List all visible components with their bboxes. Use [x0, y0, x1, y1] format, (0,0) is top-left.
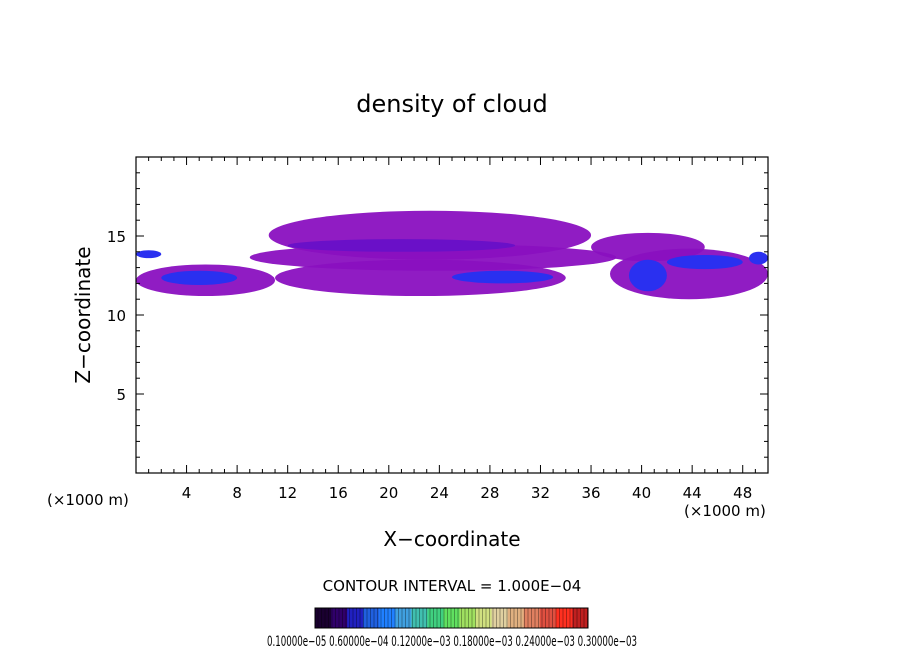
cloud-region-8	[452, 270, 554, 284]
x-tick-label: 8	[232, 484, 242, 502]
colorbar-swatch	[555, 608, 573, 628]
cloud-region-7	[161, 270, 238, 285]
x-tick-label: 44	[683, 484, 702, 502]
colorbar-swatch	[539, 608, 557, 628]
colorbar-frame	[314, 607, 589, 629]
x-tick-label: 36	[581, 484, 600, 502]
heatmap-layer	[136, 210, 769, 300]
colorbar-swatch	[475, 608, 493, 628]
cloud-region-9	[136, 250, 162, 259]
colorbar-labels: 0.10000e−05 0.60000e−04 0.12000e−03 0.18…	[267, 634, 637, 650]
plot-frame	[135, 156, 769, 474]
x-tick-label: 4	[182, 484, 192, 502]
cloud-region-3	[275, 259, 566, 297]
y-tick-label: 10	[107, 307, 126, 325]
y-tick-label: 15	[107, 228, 126, 246]
contour-interval-label: CONTOUR INTERVAL = 1.000E−04	[323, 577, 582, 595]
colorbar	[314, 607, 589, 629]
x-tick-label: 24	[430, 484, 449, 502]
colorbar-swatch	[363, 608, 380, 628]
x-tick-label: 12	[278, 484, 297, 502]
y-axis-label: Z−coordinate	[71, 246, 95, 383]
x-tick-label: 20	[379, 484, 398, 502]
colorbar-swatch	[315, 608, 332, 628]
y-tick-label: 5	[116, 386, 126, 404]
colorbar-swatch	[379, 608, 396, 628]
colorbar-swatch	[523, 608, 541, 628]
x-tick-label: 32	[531, 484, 550, 502]
x-tick-label: 40	[632, 484, 651, 502]
colorbar-swatch	[347, 608, 364, 628]
x-unit-right: (×1000 m)	[684, 502, 766, 520]
x-unit-left: (×1000 m)	[47, 491, 129, 509]
colorbar-swatch	[459, 608, 477, 628]
colorbar-swatch	[331, 608, 348, 628]
colorbar-swatch	[507, 608, 525, 628]
x-axis-label: X−coordinate	[383, 527, 520, 551]
colorbar-swatch	[395, 608, 412, 628]
cloud-region-12	[628, 259, 667, 292]
x-tick-label: 16	[329, 484, 348, 502]
colorbar-swatch	[427, 608, 444, 628]
cloud-region-11	[749, 251, 769, 265]
chart-title: density of cloud	[356, 90, 547, 118]
cloud-region-6	[287, 239, 516, 252]
x-tick-label: 28	[480, 484, 499, 502]
x-tick-label: 48	[733, 484, 752, 502]
colorbar-swatch	[443, 608, 461, 628]
cloud-region-10	[666, 254, 743, 270]
